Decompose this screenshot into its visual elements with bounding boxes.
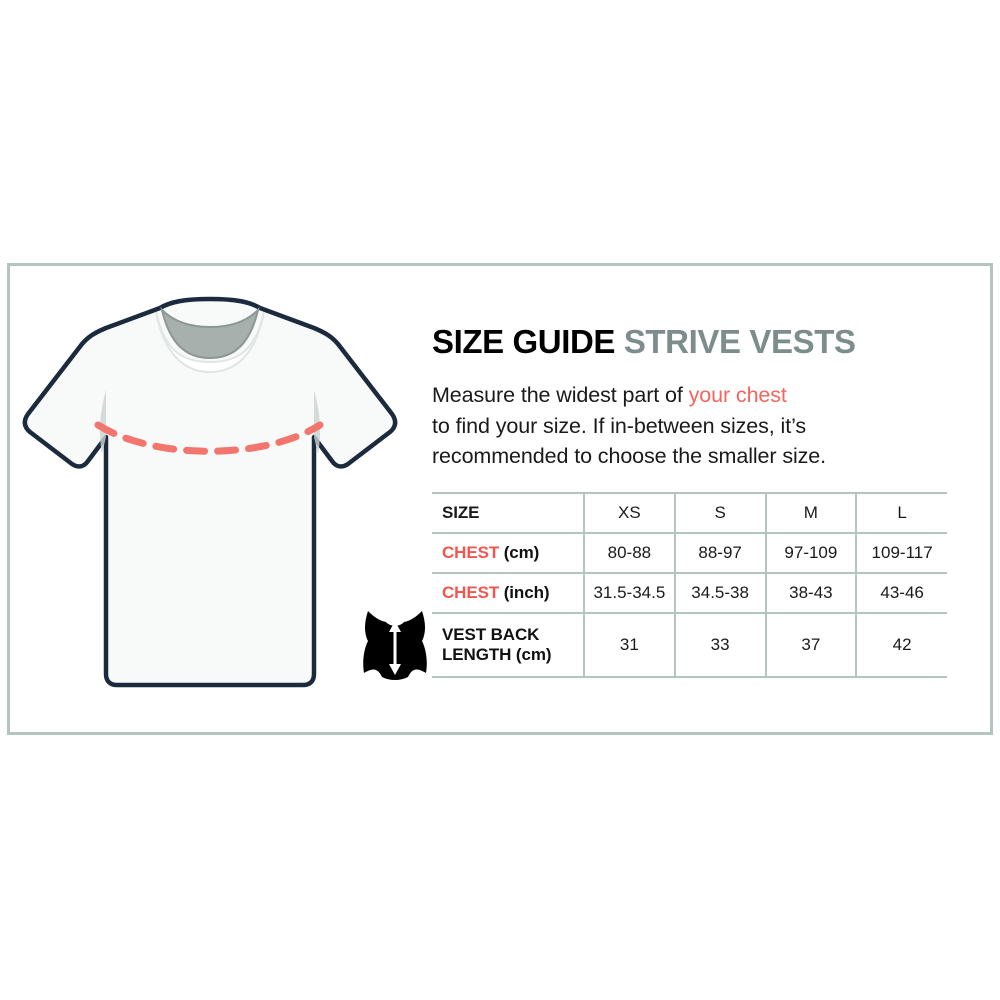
cell-chest-cm-m: 97-109 bbox=[764, 531, 858, 574]
vest-back-length-icon bbox=[356, 607, 434, 685]
row-label-vest-line2: LENGTH (cm) bbox=[442, 644, 552, 664]
shirt-collar-rib bbox=[155, 311, 265, 374]
cell-chest-inch-m: 38-43 bbox=[764, 571, 858, 614]
table-header-l: L bbox=[855, 491, 947, 534]
row-label-chest-inch-accent: CHEST bbox=[442, 582, 500, 602]
cell-chest-cm-s: 88-97 bbox=[673, 531, 767, 574]
cell-vest-length-m: 37 bbox=[764, 611, 858, 678]
intro-line3: recommended to choose the smaller size. bbox=[432, 444, 827, 468]
cell-chest-cm-l: 109-117 bbox=[855, 531, 947, 574]
vest-length-arrow bbox=[389, 621, 401, 675]
row-label-vest-back-length: VEST BACK LENGTH (cm) bbox=[432, 611, 585, 678]
shirt-body bbox=[22, 296, 398, 688]
table-header-row: SIZE XS S M L bbox=[432, 491, 947, 534]
intro-highlight: your chest bbox=[688, 383, 787, 407]
tshirt-illustration bbox=[14, 292, 406, 704]
cell-vest-length-l: 42 bbox=[855, 611, 947, 678]
row-label-vest-line1: VEST BACK bbox=[442, 624, 540, 644]
chest-measure-line bbox=[94, 421, 324, 455]
cell-chest-inch-s: 34.5-38 bbox=[673, 571, 767, 614]
intro-text: Measure the widest part of your chest to… bbox=[432, 380, 952, 472]
table-header-size: SIZE bbox=[432, 491, 585, 534]
cell-chest-inch-xs: 31.5-34.5 bbox=[583, 571, 676, 614]
intro-line2: to find your size. If in-between sizes, … bbox=[432, 413, 807, 438]
row-label-chest-cm: CHEST (cm) bbox=[432, 531, 585, 574]
shirt-shade-right bbox=[314, 390, 321, 454]
table-header-m: M bbox=[764, 491, 858, 534]
size-table: SIZE XS S M L CHEST (cm) 80-88 88-97 97-… bbox=[432, 491, 947, 678]
table-row: CHEST (cm) 80-88 88-97 97-109 109-117 bbox=[432, 531, 947, 574]
row-label-chest-inch-unit: (inch) bbox=[499, 582, 550, 602]
table-row: VEST BACK LENGTH (cm) 31 33 37 42 bbox=[432, 611, 947, 678]
cell-chest-cm-xs: 80-88 bbox=[583, 531, 676, 574]
cell-chest-inch-l: 43-46 bbox=[855, 571, 947, 614]
page-title-main: SIZE GUIDE bbox=[432, 323, 616, 360]
page-title-sub: STRIVE VESTS bbox=[623, 323, 856, 360]
shirt-shade-left bbox=[99, 390, 106, 454]
cell-vest-length-xs: 31 bbox=[583, 611, 676, 678]
row-label-chest-cm-unit: (cm) bbox=[499, 542, 540, 562]
size-guide-content: SIZE GUIDE STRIVE VESTS Measure the wide… bbox=[432, 322, 952, 678]
cell-vest-length-s: 33 bbox=[673, 611, 767, 678]
table-row: CHEST (inch) 31.5-34.5 34.5-38 38-43 43-… bbox=[432, 571, 947, 614]
table-header-xs: XS bbox=[583, 491, 676, 534]
row-label-chest-inch: CHEST (inch) bbox=[432, 571, 585, 614]
row-label-chest-cm-accent: CHEST bbox=[442, 542, 500, 562]
intro-line1-pre: Measure the widest part of bbox=[432, 383, 689, 407]
shirt-collar-inner bbox=[160, 306, 260, 360]
table-header-s: S bbox=[673, 491, 767, 534]
page-title: SIZE GUIDE STRIVE VESTS bbox=[432, 322, 952, 362]
